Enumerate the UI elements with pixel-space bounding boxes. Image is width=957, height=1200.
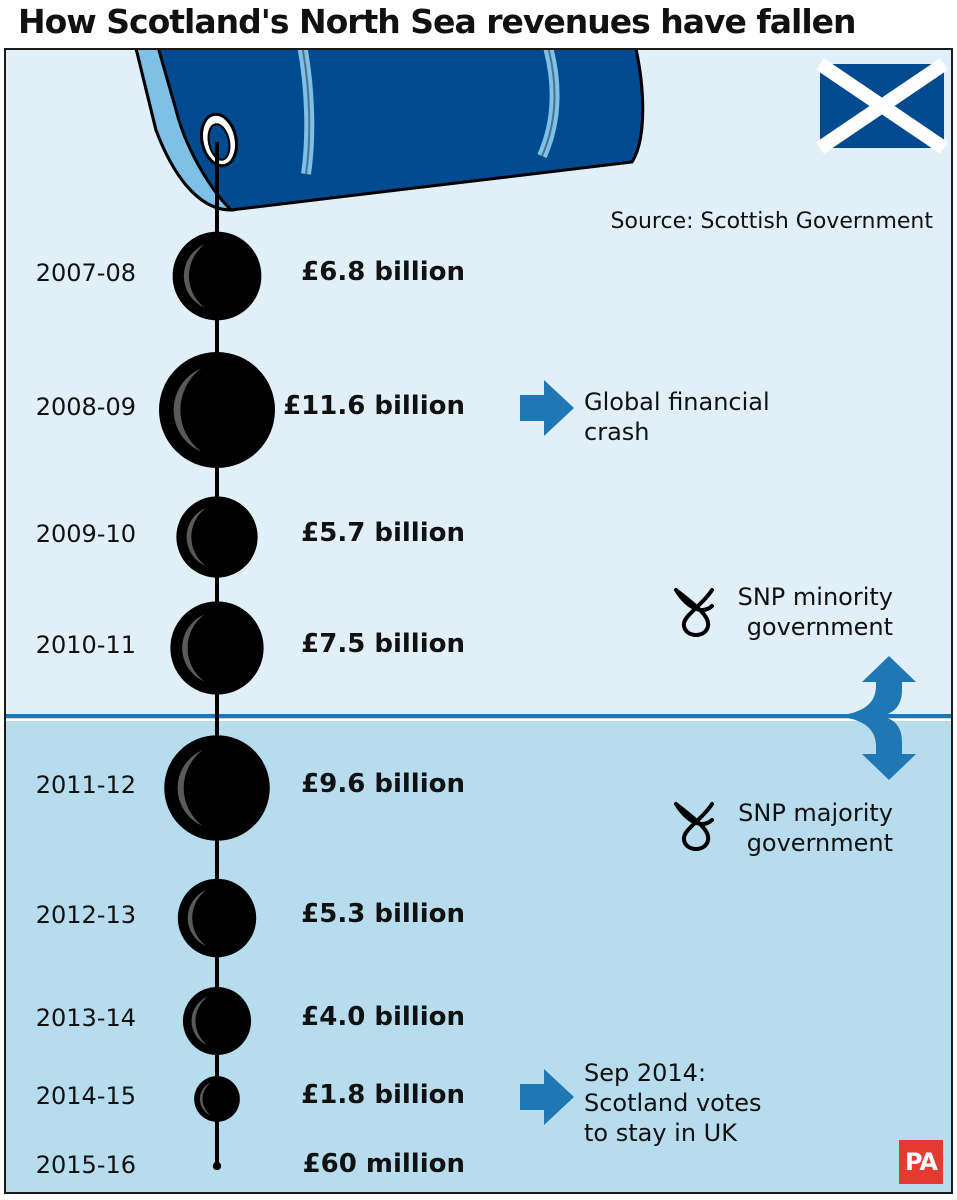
chart-frame: Source: Scottish Government 2007-08 2008… <box>4 48 953 1194</box>
year-label: 2012-13 <box>35 901 136 929</box>
bubble-2008-09 <box>159 352 275 468</box>
annotation-line: crash <box>584 418 650 446</box>
year-label: 2014-15 <box>35 1082 136 1110</box>
annotation-line: Global financial <box>584 388 770 416</box>
oil-barrel-icon <box>134 50 645 212</box>
year-label: 2007-08 <box>35 259 136 287</box>
snp-logo-icon <box>674 588 714 637</box>
bubble-2011-12 <box>164 735 270 841</box>
value-label: £1.8 billion <box>301 1080 465 1110</box>
annotation-line: government <box>746 613 893 641</box>
bubble-2007-08 <box>172 231 262 321</box>
annotation-line: Sep 2014: <box>584 1059 707 1087</box>
value-label: £9.6 billion <box>301 769 465 799</box>
chart-art <box>6 50 951 1171</box>
source-note: Source: Scottish Government <box>610 209 933 234</box>
annotation-referendum: Sep 2014: Scotland votes to stay in UK <box>584 1058 762 1148</box>
annotation-minority: SNP minority government <box>738 582 893 642</box>
arrow-up-icon <box>826 656 916 717</box>
snp-logo-icon <box>674 802 714 851</box>
value-label: £4.0 billion <box>301 1002 465 1032</box>
annotation-line: SNP minority <box>737 583 893 611</box>
bubble-series <box>159 231 275 1171</box>
annotation-line: SNP majority <box>738 799 893 827</box>
bubble-2015-16 <box>212 1161 222 1171</box>
year-label: 2013-14 <box>35 1004 136 1032</box>
value-label: £60 million <box>302 1149 465 1179</box>
annotation-crash: Global financial crash <box>584 387 770 447</box>
bubble-2010-11 <box>170 601 264 695</box>
chart-title: How Scotland's North Sea revenues have f… <box>18 2 857 41</box>
arrow-right-icon <box>520 380 574 436</box>
year-label: 2010-11 <box>35 631 136 659</box>
annotation-line: Scotland votes <box>584 1089 762 1117</box>
year-label: 2008-09 <box>35 393 136 421</box>
year-label: 2009-10 <box>35 520 136 548</box>
bubble-2014-15 <box>194 1076 240 1122</box>
value-label: £5.7 billion <box>301 518 465 548</box>
year-label: 2011-12 <box>35 771 136 799</box>
value-label: £6.8 billion <box>301 257 465 287</box>
arrow-down-icon <box>826 715 916 780</box>
lower-background <box>6 716 951 1192</box>
bubble-2012-13 <box>177 878 257 958</box>
arrow-right-icon <box>520 1069 574 1125</box>
bubble-2013-14 <box>182 986 252 1056</box>
scotland-flag-icon <box>816 58 948 154</box>
value-label: £7.5 billion <box>301 629 465 659</box>
annotation-line: government <box>746 829 893 857</box>
value-label: £11.6 billion <box>283 391 465 421</box>
annotation-line: to stay in UK <box>584 1119 737 1147</box>
annotation-majority: SNP majority government <box>738 798 893 858</box>
pa-logo: PA <box>899 1140 943 1184</box>
year-label: 2015-16 <box>35 1151 136 1179</box>
value-label: £5.3 billion <box>301 899 465 929</box>
bubble-2009-10 <box>176 496 258 578</box>
